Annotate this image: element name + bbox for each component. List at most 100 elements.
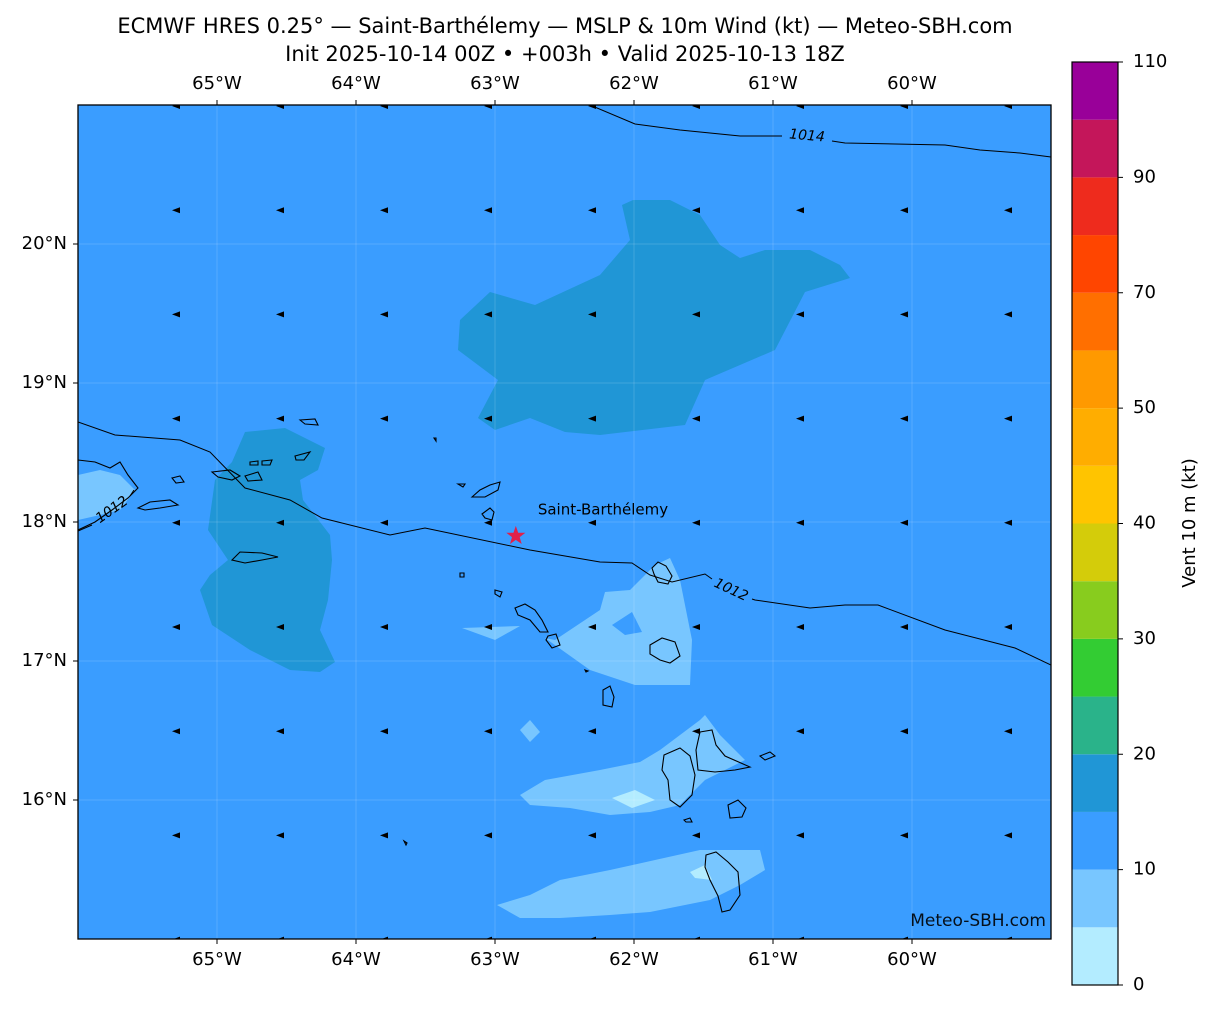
wind-barb: [1004, 519, 1012, 526]
wind-barb: [172, 415, 180, 422]
wind-barb: [380, 415, 388, 422]
x-tick-label: 64°W: [331, 949, 381, 970]
wind-barb: [172, 105, 180, 109]
wind-barb: [172, 311, 180, 318]
colorbar-tick-label: 70: [1133, 282, 1156, 303]
wind-barb: [172, 207, 180, 214]
wind-barb: [900, 415, 908, 422]
coastlines: [78, 418, 777, 913]
wind-barb: [1004, 624, 1012, 630]
colorbar-band: [1072, 235, 1118, 293]
wind-region: [545, 558, 692, 685]
colorbar-band: [1072, 177, 1118, 236]
wind-barb: [796, 207, 804, 214]
wind-barb: [380, 207, 388, 214]
wind-barb: [276, 624, 284, 630]
wind-barb: [692, 728, 700, 735]
wind-barb: [380, 624, 388, 630]
wind-region: [497, 850, 765, 918]
wind-barb: [692, 624, 700, 630]
station-marker: [506, 525, 526, 544]
wind-barb: [900, 311, 908, 318]
wind-barb: [484, 832, 492, 839]
colorbar-tick-label: 110: [1133, 51, 1167, 72]
wind-barb: [900, 728, 908, 735]
colorbar-label: Vent 10 m (kt): [1179, 458, 1200, 588]
wind-barb: [692, 415, 700, 422]
colorbar-band: [1072, 523, 1118, 582]
wind-barb: [692, 832, 700, 839]
wind-barb: [172, 728, 180, 735]
x-tick-label: 61°W: [748, 73, 798, 94]
x-tick-label: 63°W: [470, 73, 520, 94]
colorbar-tick-label: 40: [1133, 513, 1156, 534]
wind-barb: [172, 519, 180, 526]
x-tick-label: 60°W: [887, 949, 937, 970]
wind-barb: [276, 728, 284, 735]
wind-barb: [484, 207, 492, 214]
colorbar-tick-label: 20: [1133, 743, 1156, 764]
wind-barb: [484, 728, 492, 735]
wind-barb: [588, 728, 596, 735]
wind-barb: [1004, 311, 1012, 318]
wind-barb: [692, 311, 700, 318]
wind-barb: [588, 207, 596, 214]
x-tick-label: 62°W: [609, 73, 659, 94]
wind-barb: [900, 519, 908, 526]
wind-barb: [1004, 105, 1012, 109]
wind-barb: [588, 311, 596, 318]
wind-barb: [276, 519, 284, 526]
wind-barb: [380, 311, 388, 318]
colorbar-band: [1072, 465, 1118, 524]
wind-barb: [276, 832, 284, 839]
wind-barb: [380, 519, 388, 526]
wind-barb: [796, 624, 804, 630]
wind-barb: [276, 105, 284, 109]
y-tick-label: 17°N: [22, 650, 67, 671]
colorbar: 0 10 20 30 40 50 70 90 110 Vent 10 m (kt): [1071, 51, 1200, 995]
colorbar-band: [1072, 119, 1118, 178]
wind-barb: [380, 105, 388, 109]
wind-barb: [276, 415, 284, 422]
colorbar-tick-label: 90: [1133, 166, 1156, 187]
wind-barb: [588, 624, 596, 630]
wind-barb: [692, 105, 700, 109]
wind-barb: [588, 105, 596, 109]
wind-barb: [484, 624, 492, 630]
y-tick-label: 20°N: [22, 233, 67, 254]
isobars: [78, 105, 1051, 666]
wind-barb: [380, 832, 388, 839]
wind-barb: [1004, 728, 1012, 735]
x-tick-label: 65°W: [192, 73, 242, 94]
x-tick-label: 63°W: [470, 949, 520, 970]
wind-barb: [276, 207, 284, 214]
colorbar-band: [1072, 811, 1118, 870]
colorbar-band: [1072, 581, 1118, 639]
y-tick-label: 19°N: [22, 372, 67, 393]
colorbar-band: [1072, 292, 1118, 351]
wind-barb: [900, 207, 908, 214]
wind-barb: [172, 832, 180, 839]
colorbar-tick-label: 30: [1133, 628, 1156, 649]
wind-region: [458, 200, 850, 435]
x-tick-label: 62°W: [609, 949, 659, 970]
wind-barbs: [172, 105, 1012, 939]
wind-barb: [484, 415, 492, 422]
colorbar-band: [1072, 869, 1118, 928]
x-tick-label: 60°W: [887, 73, 937, 94]
wind-barb: [276, 311, 284, 318]
y-tick-label: 18°N: [22, 511, 67, 532]
wind-barb: [380, 728, 388, 735]
colorbar-tick-label: 50: [1133, 397, 1156, 418]
colorbar-band: [1072, 62, 1118, 120]
colorbar-tick-label: 10: [1133, 859, 1156, 880]
wind-barb: [1004, 832, 1012, 839]
wind-barb: [796, 311, 804, 318]
wind-barb: [692, 207, 700, 214]
title: ECMWF HRES 0.25° — Saint-Barthélemy — MS…: [117, 14, 1012, 38]
wind-barb: [796, 415, 804, 422]
wind-region: [200, 428, 335, 672]
colorbar-band: [1072, 350, 1118, 409]
colorbar-band: [1072, 408, 1118, 466]
